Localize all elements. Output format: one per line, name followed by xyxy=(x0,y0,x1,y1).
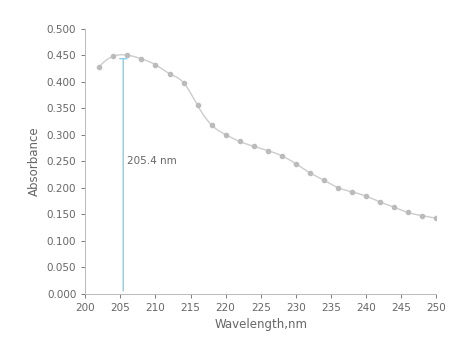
X-axis label: Wavelength,nm: Wavelength,nm xyxy=(214,318,307,331)
Y-axis label: Absorbance: Absorbance xyxy=(28,126,41,196)
Text: 205.4 nm: 205.4 nm xyxy=(127,156,176,166)
